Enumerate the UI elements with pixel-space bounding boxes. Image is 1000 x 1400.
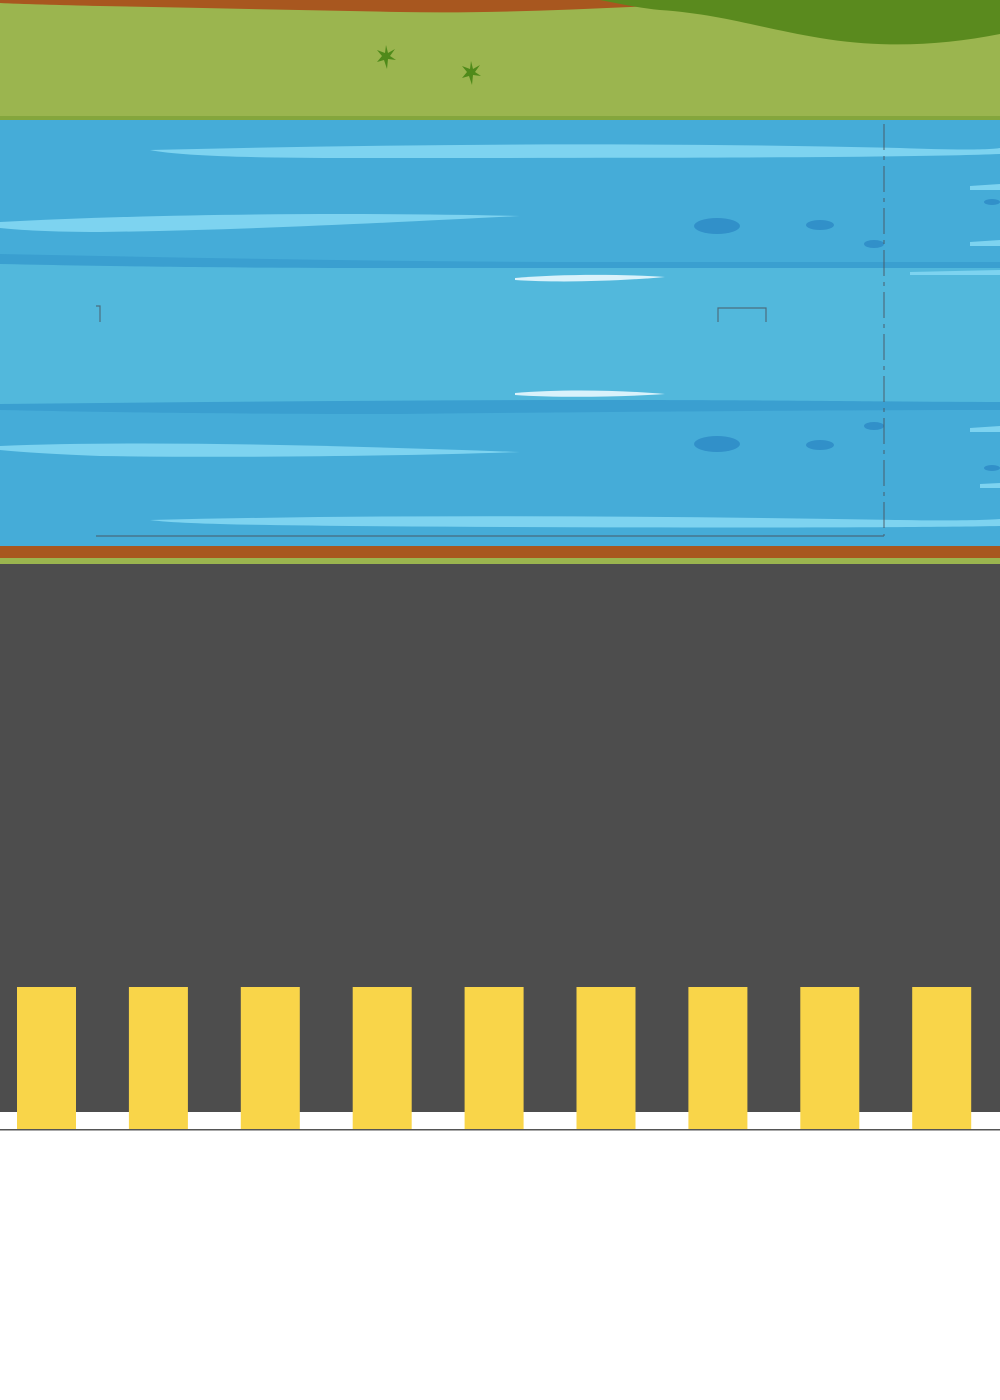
crosswalk-stripe [912, 987, 972, 1130]
bottom-riverbank [0, 546, 1000, 564]
placement-outline [96, 124, 885, 537]
ripple [970, 240, 1000, 246]
river-center-band [0, 262, 1000, 404]
crosswalk-stripe [17, 987, 76, 1130]
ripple [970, 184, 1000, 190]
crosswalk [17, 987, 972, 1130]
ripple-spot [984, 199, 1000, 205]
crosswalk-stripe [688, 987, 748, 1130]
river-upper-dark-band [0, 254, 1000, 268]
crosswalk-stripe [240, 987, 300, 1130]
ripple [150, 516, 1000, 528]
foam-streak [515, 390, 665, 397]
ripple-spot [864, 240, 884, 248]
river-lower-dark-band [0, 400, 1000, 414]
ripple [980, 483, 1000, 488]
top-riverbank [0, 0, 1000, 120]
road [0, 564, 1000, 1130]
crosswalk-stripe [800, 987, 860, 1130]
ripple [910, 270, 1000, 275]
river [0, 120, 1000, 548]
crosswalk-stripe [464, 987, 524, 1130]
plant-icon [377, 45, 396, 69]
ripple-spot [806, 220, 834, 230]
dark-grass-patch [600, 0, 1000, 45]
ripple [150, 144, 1000, 158]
foam-streak [515, 274, 665, 282]
ripple-spot [694, 436, 740, 452]
ripple-spot [864, 422, 884, 430]
ripple-spot [806, 440, 834, 450]
grass-strip [0, 558, 1000, 564]
dirt-strip [0, 546, 1000, 558]
ripple-spot [984, 465, 1000, 471]
crosswalk-stripe [352, 987, 412, 1130]
ripple [970, 426, 1000, 432]
ripple [0, 214, 520, 232]
grass-edge-line [0, 116, 1000, 120]
crosswalk-stripe [576, 987, 636, 1130]
crosswalk-stripe [128, 987, 188, 1130]
plant-icon [462, 61, 481, 85]
bottom-divider-line [0, 1129, 1000, 1131]
ripple-spot [694, 218, 740, 234]
ripple [0, 443, 520, 457]
